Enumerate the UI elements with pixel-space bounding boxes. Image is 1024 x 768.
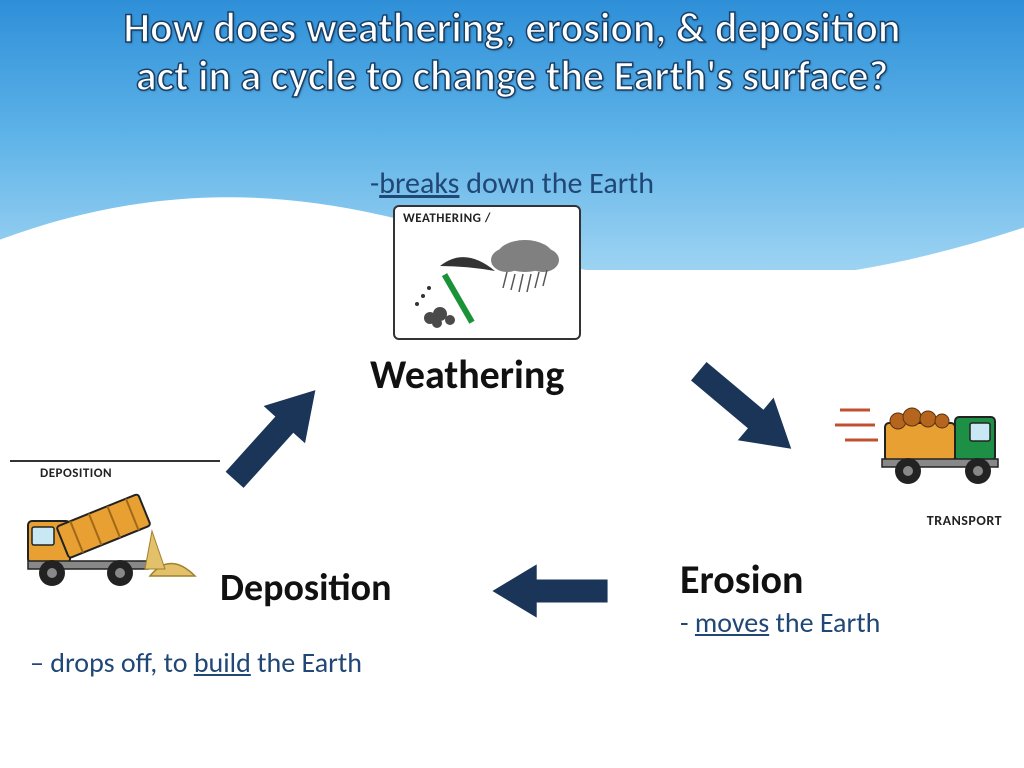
erosion-desc-suffix: the Earth — [769, 605, 880, 640]
weathering-label: Weathering — [370, 350, 564, 399]
weathering-desc-key: breaks — [379, 165, 459, 202]
erosion-description: - moves the Earth — [680, 605, 880, 640]
weathering-desc-suffix: down the Earth — [459, 165, 654, 202]
arrow-erosion-to-deposition — [480, 560, 620, 622]
title-line-2: act in a cycle to change the Earth's sur… — [136, 51, 888, 102]
transport-truck-icon — [830, 385, 1010, 505]
deposition-label: Deposition — [220, 565, 391, 611]
erosion-label: Erosion — [680, 555, 804, 604]
weathering-description: -breaks down the Earth — [0, 165, 1024, 202]
dump-truck-icon — [10, 481, 210, 590]
page-title: How does weathering, erosion, & depositi… — [0, 5, 1024, 102]
erosion-card: TRANSPORT — [830, 385, 1010, 525]
deposition-tab — [130, 460, 190, 462]
title-line-1: How does weathering, erosion, & depositi… — [124, 3, 901, 54]
weathering-desc-prefix: - — [370, 165, 379, 202]
weathering-card: WEATHERING / — [393, 205, 581, 340]
deposition-desc-key: build — [194, 645, 251, 680]
erosion-card-label: TRANSPORT — [830, 510, 1010, 533]
deposition-desc-prefix: – drops off, to — [30, 645, 194, 680]
deposition-desc-suffix: the Earth — [251, 645, 362, 680]
deposition-card: DEPOSITION — [10, 460, 220, 590]
weathering-card-label: WEATHERING / — [395, 207, 579, 226]
arrow-deposition-to-weathering — [205, 363, 344, 506]
weathering-icon — [395, 226, 575, 336]
erosion-desc-key: moves — [695, 605, 769, 640]
deposition-card-label: DEPOSITION — [10, 462, 220, 481]
erosion-desc-prefix: - — [680, 605, 695, 640]
deposition-description: – drops off, to build the Earth — [30, 645, 362, 680]
